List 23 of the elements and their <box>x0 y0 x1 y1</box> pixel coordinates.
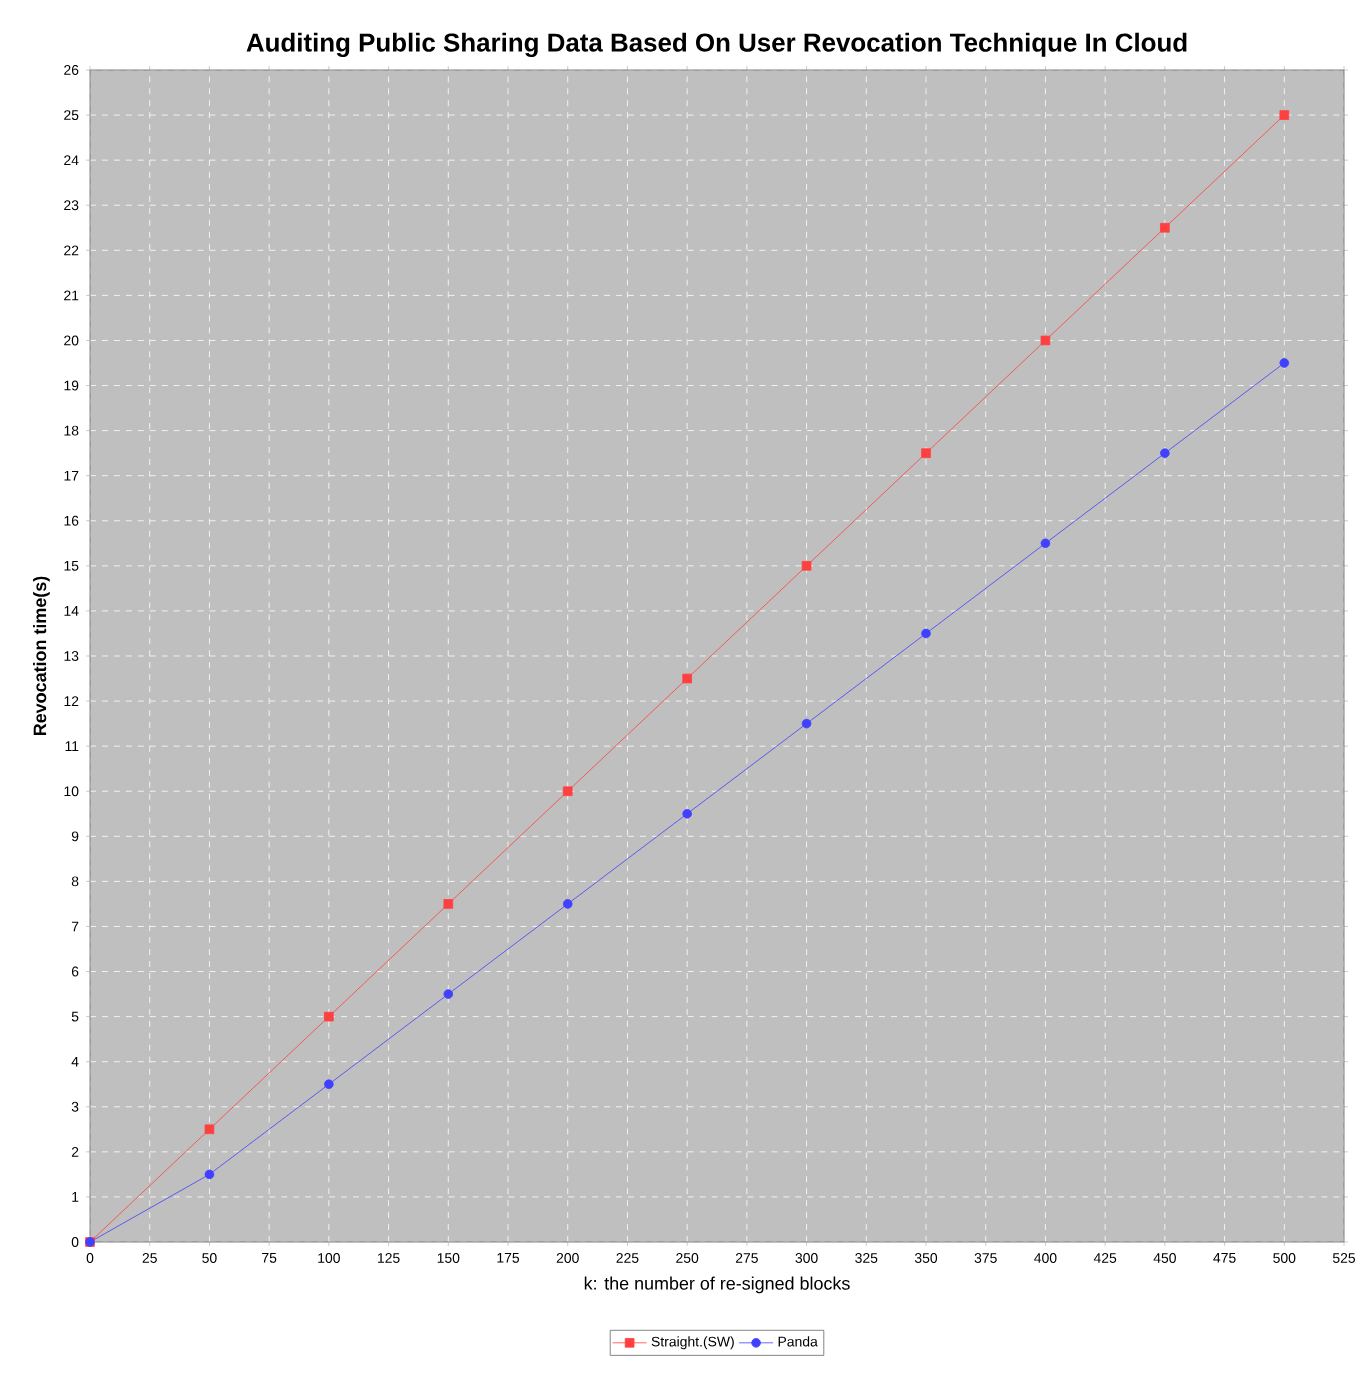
point <box>682 808 692 819</box>
y-axis-title: Revocation time(s) <box>33 576 50 736</box>
point <box>921 628 931 639</box>
point <box>682 673 692 684</box>
point <box>324 1079 334 1090</box>
point <box>204 1169 215 1180</box>
point <box>921 448 931 458</box>
point <box>443 899 454 909</box>
point <box>562 899 573 909</box>
point <box>1040 335 1051 346</box>
point <box>1040 538 1051 549</box>
point <box>801 561 812 571</box>
point <box>1279 358 1290 368</box>
point <box>204 1124 215 1135</box>
point <box>443 989 454 999</box>
point <box>801 718 812 729</box>
x-axis-title: k: the number of re-signed blocks <box>584 1276 850 1294</box>
point <box>1160 222 1170 233</box>
point <box>1160 448 1170 458</box>
point <box>1279 110 1290 120</box>
point <box>324 1011 334 1022</box>
point <box>562 786 573 797</box>
chart-title: Auditing Public Sharing Data Based On User Revocation Technique In Cloud <box>246 32 1187 57</box>
